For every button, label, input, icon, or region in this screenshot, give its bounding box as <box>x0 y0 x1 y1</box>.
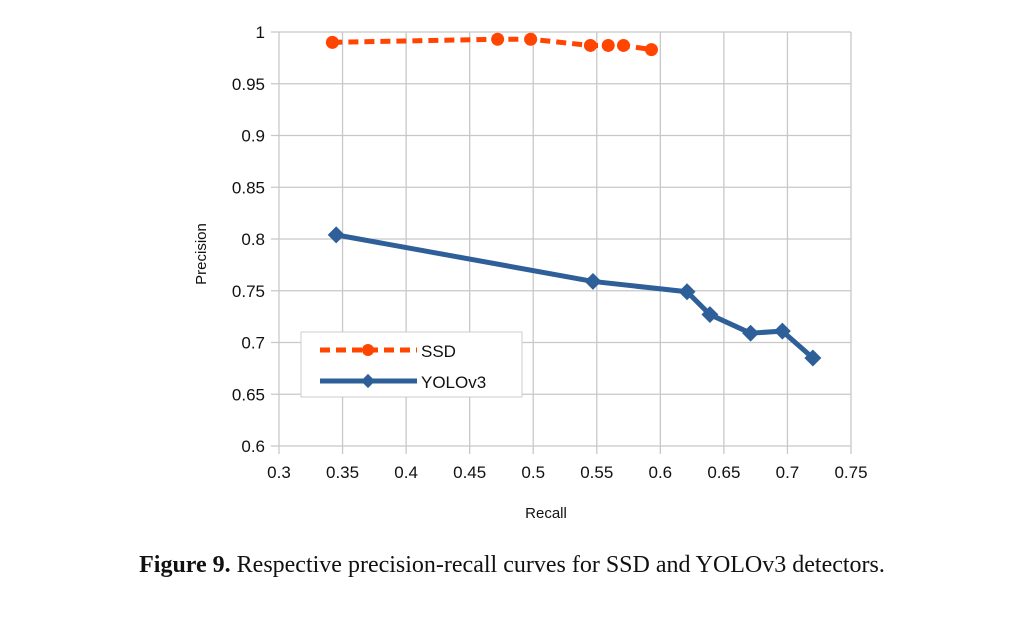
data-point <box>773 322 791 340</box>
legend-box <box>300 331 523 398</box>
y-tick-label: 0.65 <box>232 385 265 404</box>
x-tick-label: 0.35 <box>326 463 359 482</box>
data-point <box>644 43 658 57</box>
data-point <box>584 272 602 290</box>
data-point <box>583 38 597 52</box>
data-point <box>742 324 760 342</box>
data-point <box>804 349 822 367</box>
pr-chart: 0.6 0.65 0.7 0.75 0.8 0.85 0.9 0.95 1 0.3 0.35 0.4… <box>193 23 868 522</box>
data-point <box>678 283 696 301</box>
x-axis-label: Recall <box>525 505 567 522</box>
legend: SSD YOLOv3 <box>300 331 523 398</box>
x-tick-label: 0.5 <box>521 463 545 482</box>
y-tick-label: 1 <box>256 23 265 42</box>
x-tick-label: 0.65 <box>707 463 740 482</box>
data-point <box>701 306 719 324</box>
x-tick-label: 0.6 <box>649 463 673 482</box>
caption-label: Figure 9. <box>139 552 231 578</box>
data-point <box>524 32 538 46</box>
caption-text: Respective precision-recall curves for S… <box>230 552 885 578</box>
y-tick-label: 0.75 <box>232 282 265 301</box>
x-tick-label: 0.75 <box>834 463 867 482</box>
y-tick-label: 0.8 <box>241 230 265 249</box>
figure-caption: Figure 9. Respective precision-recall cu… <box>0 552 1024 579</box>
x-axis-ticks: 0.3 0.35 0.4 0.45 0.5 0.55 0.6 0.65 0.7 0.75 <box>267 463 867 482</box>
y-tick-label: 0.7 <box>241 334 265 353</box>
data-point <box>616 38 630 52</box>
y-tick-label: 0.6 <box>241 437 265 456</box>
x-tick-label: 0.7 <box>776 463 800 482</box>
y-tick-label: 0.9 <box>241 127 265 146</box>
y-tick-label: 0.85 <box>232 178 265 197</box>
data-point <box>491 32 505 46</box>
series-ssd <box>325 32 658 57</box>
x-tick-label: 0.55 <box>580 463 613 482</box>
y-axis-ticks: 0.6 0.65 0.7 0.75 0.8 0.85 0.9 0.95 1 <box>232 23 265 456</box>
series-yolov3 <box>327 226 822 367</box>
y-tick-label: 0.95 <box>232 75 265 94</box>
data-point <box>327 226 345 244</box>
series-layer <box>325 32 822 367</box>
y-axis-label: Precision <box>193 223 210 285</box>
data-point <box>601 38 615 52</box>
legend-ssd-label: SSD <box>421 342 456 361</box>
x-tick-label: 0.4 <box>394 463 418 482</box>
legend-ssd-marker <box>362 344 374 356</box>
x-tick-label: 0.3 <box>267 463 291 482</box>
legend-yolo-marker <box>360 373 376 389</box>
data-point <box>325 35 339 49</box>
legend-yolo-label: YOLOv3 <box>421 373 486 392</box>
x-tick-label: 0.45 <box>453 463 486 482</box>
